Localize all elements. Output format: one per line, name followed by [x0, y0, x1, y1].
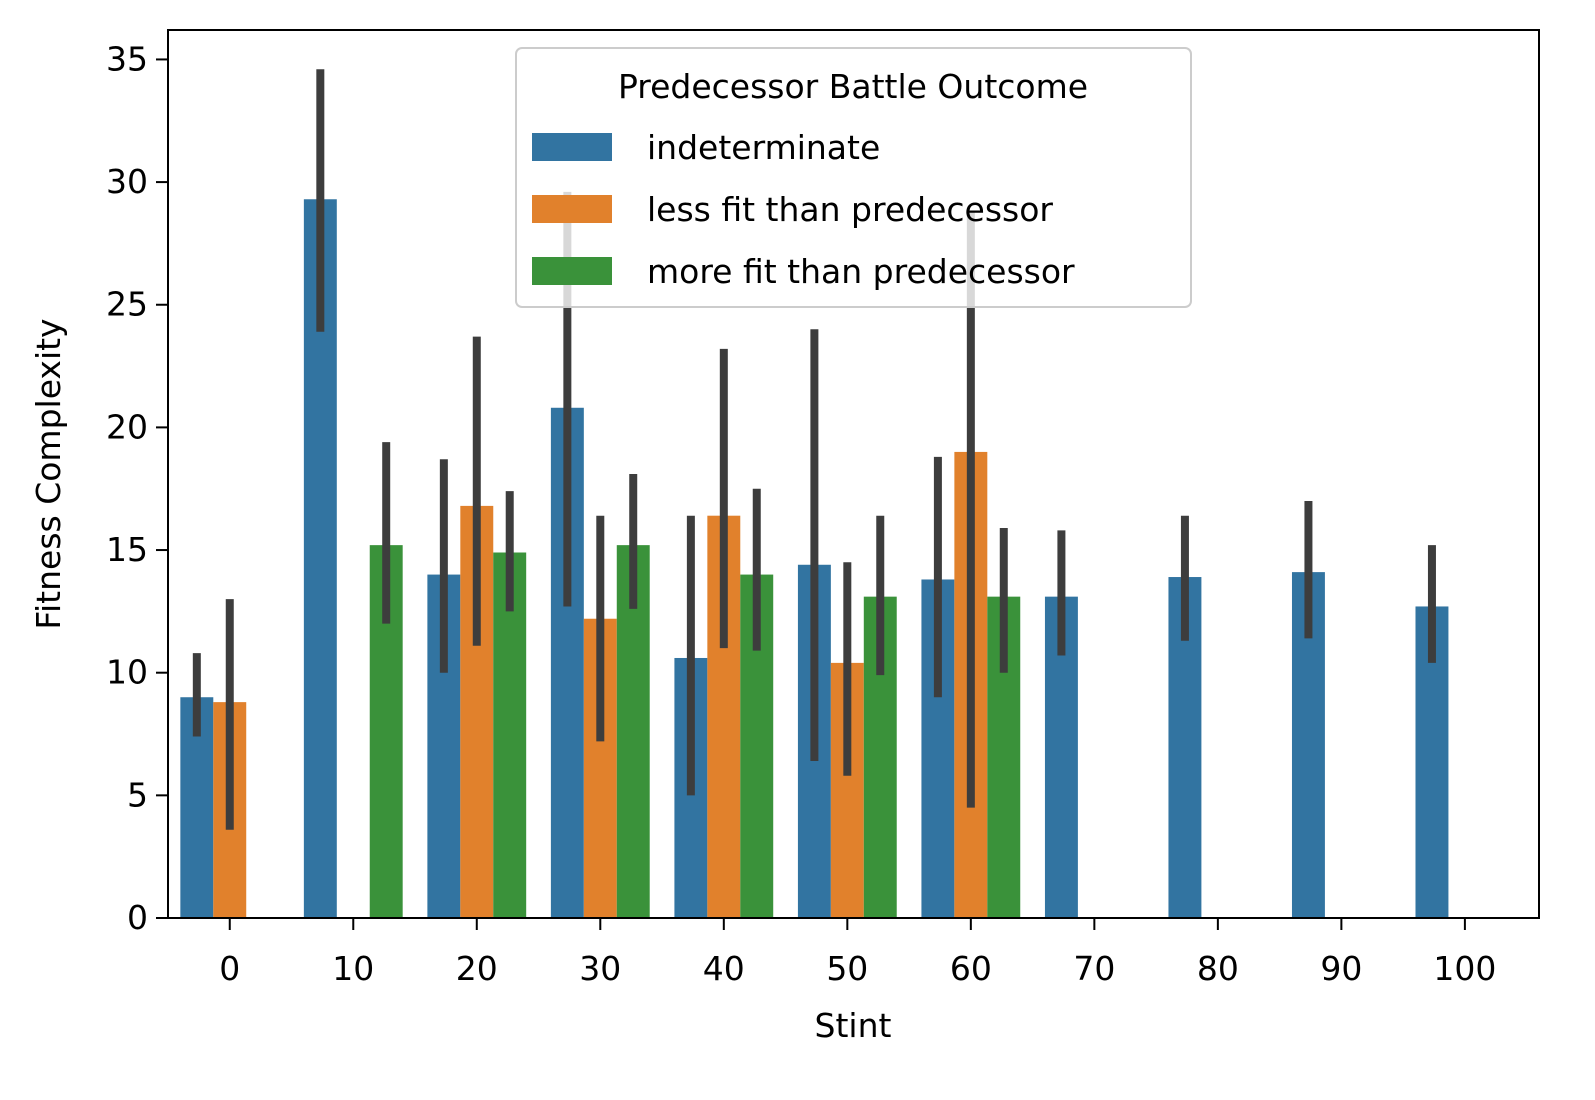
legend-swatch-more-fit-than-predecessor	[532, 257, 612, 285]
bars-layer	[180, 199, 1449, 918]
error-bars-layer	[192, 69, 1436, 830]
x-tick-label-90: 90	[1320, 949, 1362, 988]
legend-frame	[515, 47, 1192, 308]
x-axis: 0 10 20 30 40 50 60 70 80 90 100	[219, 918, 1496, 988]
y-tick-label-5: 5	[127, 775, 148, 814]
x-axis-label: Stint	[815, 1006, 892, 1045]
x-tick-label-0: 0	[219, 949, 240, 988]
y-tick-label-30: 30	[106, 162, 148, 201]
plot-frame	[167, 29, 1540, 919]
legend-title: Predecessor Battle Outcome	[618, 67, 1088, 106]
x-tick-label-60: 60	[950, 949, 992, 988]
x-tick-label-80: 80	[1197, 949, 1239, 988]
x-tick-label-30: 30	[579, 949, 621, 988]
y-tick-label-0: 0	[127, 898, 148, 937]
legend-items: indeterminate less fit than predecessor mo…	[532, 128, 1075, 291]
bar-more-fit-than-predecessor-20	[493, 552, 527, 918]
x-tick-label-40: 40	[703, 949, 745, 988]
legend-swatch-indeterminate	[532, 133, 612, 161]
y-tick-label-10: 10	[106, 653, 148, 692]
x-tick-label-100: 100	[1433, 949, 1496, 988]
y-tick-label-35: 35	[106, 39, 148, 78]
y-tick-label-20: 20	[106, 407, 148, 446]
x-tick-label-70: 70	[1073, 949, 1115, 988]
legend-label-more-fit-than-predecessor: more fit than predecessor	[647, 252, 1075, 291]
x-tick-label-10: 10	[332, 949, 374, 988]
y-axis: 0 5 10 15 20 25 30 35	[106, 39, 168, 937]
y-tick-label-15: 15	[106, 530, 148, 569]
legend-swatch-less-fit-than-predecessor	[532, 195, 612, 223]
y-tick-label-25: 25	[106, 285, 148, 324]
x-tick-label-20: 20	[456, 949, 498, 988]
legend-label-indeterminate: indeterminate	[647, 128, 880, 167]
x-tick-label-50: 50	[826, 949, 868, 988]
legend-label-less-fit-than-predecessor: less fit than predecessor	[647, 190, 1053, 229]
legend: Predecessor Battle Outcome indeterminate…	[515, 47, 1192, 308]
y-axis-label: Fitness Complexity	[29, 318, 68, 629]
